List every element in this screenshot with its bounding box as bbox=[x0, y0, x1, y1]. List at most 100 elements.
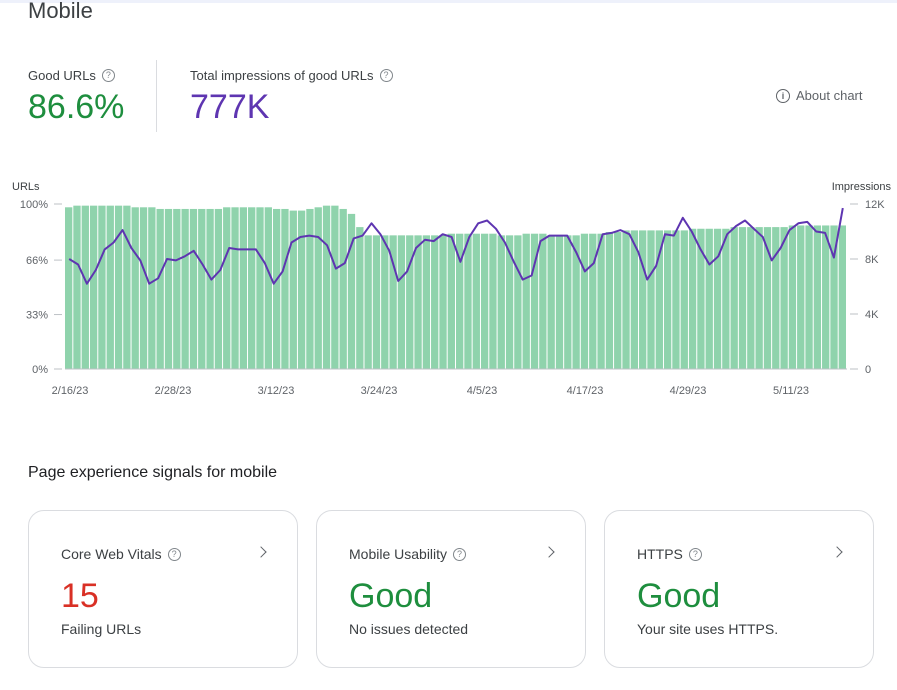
left-tick-label: 33% bbox=[26, 310, 48, 322]
card-subtitle: Failing URLs bbox=[61, 621, 142, 637]
chart-bar bbox=[372, 235, 381, 369]
chart-bar bbox=[139, 207, 148, 369]
chart-bar bbox=[73, 205, 81, 369]
chart-bar bbox=[838, 225, 846, 369]
chart-bar bbox=[331, 205, 339, 369]
chart-bar bbox=[164, 208, 173, 369]
good-urls-label: Good URLs bbox=[28, 68, 96, 83]
impressions-label-row: Total impressions of good URLs ? bbox=[190, 68, 393, 83]
chart-bar bbox=[514, 235, 522, 369]
chart-bar bbox=[505, 235, 514, 369]
chart-bar bbox=[256, 207, 264, 369]
chart-bar bbox=[439, 235, 447, 369]
chart-bar bbox=[406, 235, 414, 369]
chart-bar bbox=[239, 207, 248, 369]
chart-bar bbox=[672, 230, 680, 369]
core-web-vitals-card[interactable]: Core Web Vitals ? 15 Failing URLs bbox=[28, 510, 298, 668]
chart-bar bbox=[697, 228, 705, 369]
card-value: 15 bbox=[61, 577, 99, 615]
chart-bar bbox=[539, 233, 547, 369]
chart-bar bbox=[148, 207, 156, 369]
left-tick-label: 0% bbox=[32, 364, 48, 376]
info-icon: i bbox=[776, 88, 790, 103]
right-axis-title: Impressions bbox=[832, 181, 892, 193]
chart-bar bbox=[381, 235, 389, 369]
chart-bar bbox=[747, 227, 755, 369]
chart-bar bbox=[231, 207, 239, 369]
chart-bar bbox=[65, 207, 73, 369]
chart-bar bbox=[614, 232, 622, 369]
chart-bar bbox=[572, 235, 580, 369]
mobile-usability-card[interactable]: Mobile Usability ? Good No issues detect… bbox=[316, 510, 586, 668]
chart-bar bbox=[123, 205, 131, 369]
chart-bar bbox=[181, 208, 189, 369]
chart-bar bbox=[281, 208, 289, 369]
chart-bar bbox=[580, 233, 589, 369]
help-icon[interactable]: ? bbox=[101, 69, 115, 82]
chart-bar bbox=[198, 208, 206, 369]
impressions-line bbox=[68, 207, 844, 285]
chart-bar bbox=[98, 205, 106, 369]
help-icon[interactable]: ? bbox=[379, 69, 393, 82]
chart-bar bbox=[339, 208, 347, 369]
right-tick-label: 12K bbox=[865, 199, 885, 211]
impressions-label: Total impressions of good URLs bbox=[190, 68, 374, 83]
card-title: HTTPS bbox=[637, 546, 683, 562]
chart-bar bbox=[722, 228, 730, 369]
chart-bar bbox=[456, 233, 464, 369]
chart-bar bbox=[131, 207, 139, 369]
chart-bar bbox=[422, 235, 431, 369]
chart-bar bbox=[480, 233, 489, 369]
card-title: Core Web Vitals bbox=[61, 546, 162, 562]
chart-bar bbox=[106, 205, 114, 369]
chart-bar bbox=[289, 210, 297, 369]
chart-bar bbox=[364, 235, 372, 369]
card-title: Mobile Usability bbox=[349, 546, 448, 562]
help-icon[interactable]: ? bbox=[453, 547, 467, 561]
chart-bar bbox=[489, 233, 497, 369]
left-axis-title: URLs bbox=[12, 181, 40, 193]
card-title-row: Mobile Usability ? bbox=[349, 546, 467, 562]
page-title: Mobile bbox=[28, 0, 93, 23]
https-card[interactable]: HTTPS ? Good Your site uses HTTPS. bbox=[604, 510, 874, 668]
chart-bar bbox=[822, 225, 830, 369]
chart-bar bbox=[547, 235, 555, 369]
x-tick-label: 5/11/23 bbox=[773, 385, 809, 397]
x-tick-label: 3/12/23 bbox=[258, 385, 295, 397]
card-subtitle: No issues detected bbox=[349, 621, 469, 637]
chart-bar bbox=[223, 207, 231, 369]
x-tick-label: 4/29/23 bbox=[670, 385, 707, 397]
chart-bar bbox=[156, 208, 164, 369]
chart-bar bbox=[755, 227, 763, 369]
chart-bar bbox=[472, 233, 480, 369]
chart-bar bbox=[797, 225, 805, 369]
impressions-value: 777K bbox=[190, 88, 270, 126]
chevron-right-icon bbox=[255, 546, 267, 558]
chart-bar bbox=[780, 227, 788, 369]
chart-bar bbox=[397, 235, 406, 369]
help-icon[interactable]: ? bbox=[167, 547, 181, 561]
x-tick-label: 2/28/23 bbox=[155, 385, 192, 397]
chart-bar bbox=[81, 205, 89, 369]
left-tick-label: 66% bbox=[26, 255, 48, 267]
chart-bar bbox=[306, 208, 314, 369]
chevron-right-icon bbox=[543, 546, 555, 558]
card-title-row: HTTPS ? bbox=[637, 546, 702, 562]
chart-bar bbox=[705, 228, 713, 369]
chart-bar bbox=[564, 235, 572, 369]
card-title-row: Core Web Vitals ? bbox=[61, 546, 181, 562]
metric-divider bbox=[156, 60, 157, 132]
help-icon[interactable]: ? bbox=[688, 547, 702, 561]
about-chart-label: About chart bbox=[796, 88, 863, 103]
chart-bar bbox=[597, 233, 605, 369]
chart-bar bbox=[206, 208, 214, 369]
about-chart-button[interactable]: i About chart bbox=[776, 88, 863, 103]
chart-bar bbox=[813, 225, 822, 369]
chart-bar bbox=[763, 227, 772, 369]
chart-bar bbox=[272, 208, 281, 369]
card-subtitle: Your site uses HTTPS. bbox=[637, 621, 779, 637]
x-tick-label: 4/17/23 bbox=[567, 385, 604, 397]
chart-bar bbox=[630, 230, 639, 369]
chart-bar bbox=[738, 227, 747, 369]
chart-bar bbox=[655, 230, 663, 369]
